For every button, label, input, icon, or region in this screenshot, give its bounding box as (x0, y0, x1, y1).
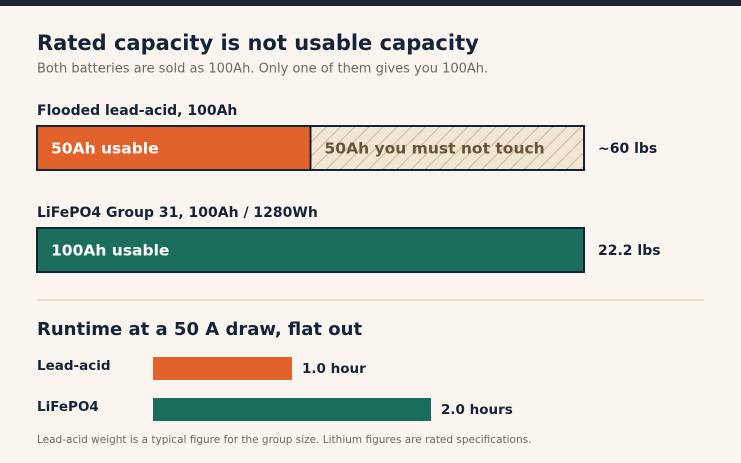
subtitle: Both batteries are sold as 100Ah. Only o… (37, 62, 488, 77)
battery-label: LiFePO4 Group 31, 100Ah / 1280Wh (37, 205, 318, 221)
segment-label: 50Ah usable (51, 140, 159, 158)
battery-label: Flooded lead-acid, 100Ah (37, 103, 237, 119)
runtime-bar (153, 357, 292, 380)
weight-label: ~60 lbs (598, 141, 657, 157)
runtime-value: 1.0 hour (302, 361, 366, 377)
top-strip (0, 0, 741, 6)
segment-label: 50Ah you must not touch (325, 140, 545, 158)
capacity-segment (36, 125, 312, 171)
runtime-title: Runtime at a 50 A draw, flat out (37, 319, 362, 340)
runtime-value: 2.0 hours (441, 402, 513, 418)
runtime-bar (153, 398, 431, 421)
weight-label: 22.2 lbs (598, 243, 661, 259)
segment-label: 100Ah usable (51, 242, 169, 260)
capacity-segment (309, 125, 585, 171)
runtime-label: LiFePO4 (37, 399, 99, 415)
title: Rated capacity is not usable capacity (37, 31, 479, 55)
capacity-segment (36, 227, 585, 273)
footnote: Lead-acid weight is a typical figure for… (37, 434, 531, 446)
runtime-label: Lead-acid (37, 358, 111, 374)
